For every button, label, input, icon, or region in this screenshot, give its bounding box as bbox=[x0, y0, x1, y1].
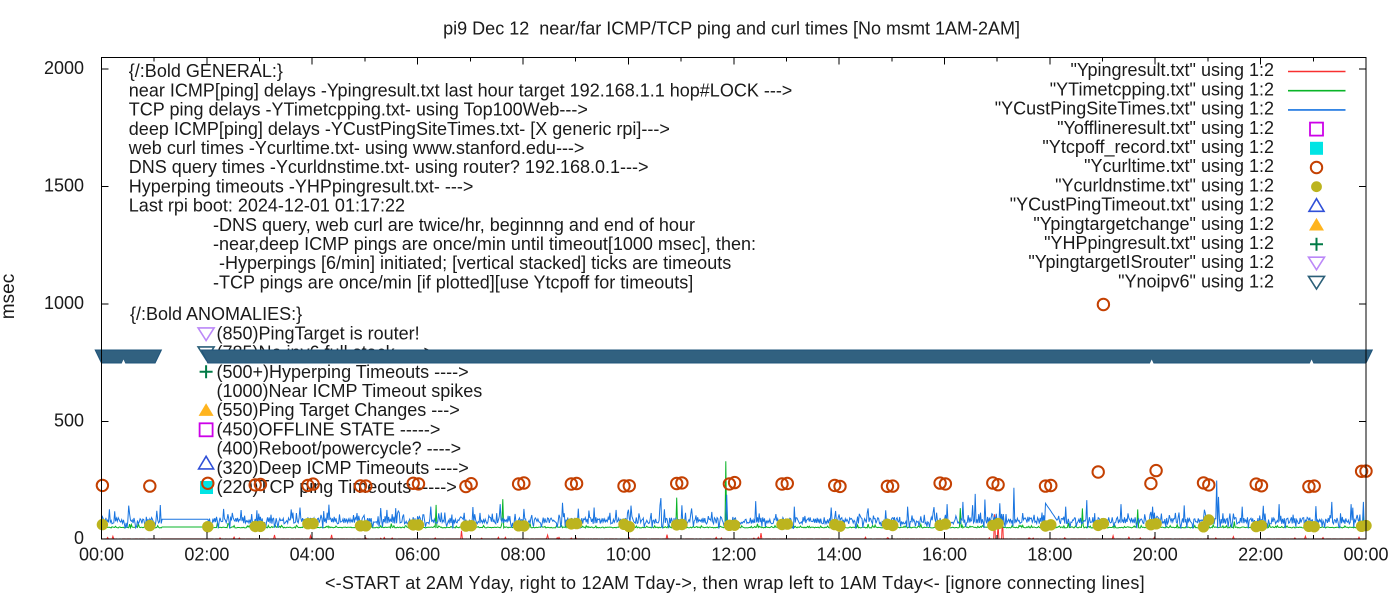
svg-text:(550)Ping Target Changes --->: (550)Ping Target Changes ---> bbox=[217, 400, 460, 420]
svg-text:near ICMP[ping] delays -Ypingr: near ICMP[ping] delays -Ypingresult.txt … bbox=[129, 80, 793, 100]
svg-text:(320)Deep ICMP Timeouts ---->: (320)Deep ICMP Timeouts ----> bbox=[217, 458, 469, 478]
svg-text:"YHPpingresult.txt" using 1:2: "YHPpingresult.txt" using 1:2 bbox=[1044, 233, 1274, 253]
svg-text:00:00: 00:00 bbox=[1343, 545, 1388, 565]
svg-text:(450)OFFLINE STATE ----->: (450)OFFLINE STATE -----> bbox=[217, 419, 441, 439]
svg-text:web curl times -Ycurltime.txt-: web curl times -Ycurltime.txt- using www… bbox=[128, 138, 585, 158]
svg-text:04:00: 04:00 bbox=[290, 545, 335, 565]
svg-text:(220)TCP ping Timeouts ----->: (220)TCP ping Timeouts -----> bbox=[217, 477, 457, 497]
svg-text:"YpingtargetISrouter" using 1:: "YpingtargetISrouter" using 1:2 bbox=[1028, 252, 1274, 272]
svg-text:Last rpi boot: 2024-12-01 01:1: Last rpi boot: 2024-12-01 01:17:22 bbox=[129, 196, 405, 216]
svg-text:1000: 1000 bbox=[44, 293, 84, 313]
svg-text:12:00: 12:00 bbox=[711, 545, 756, 565]
svg-text:pi9 Dec 12 near/far ICMP/TCP: pi9 Dec 12 near/far ICMP/TCP ping and cu… bbox=[443, 19, 1020, 39]
svg-text:0: 0 bbox=[74, 528, 84, 548]
svg-text:<-START at 2AM Yday, right to: <-START at 2AM Yday, right to 12AM Tday-… bbox=[325, 573, 1145, 593]
svg-text:"Ynoipv6" using 1:2: "Ynoipv6" using 1:2 bbox=[1118, 271, 1274, 291]
svg-text:1500: 1500 bbox=[44, 176, 84, 196]
svg-text:"YTimetcpping.txt" using 1:2: "YTimetcpping.txt" using 1:2 bbox=[1050, 79, 1274, 99]
svg-text:"YCustPingSiteTimes.txt" using: "YCustPingSiteTimes.txt" using 1:2 bbox=[995, 99, 1274, 119]
svg-text:msec: msec bbox=[0, 274, 19, 319]
svg-text:02:00: 02:00 bbox=[184, 545, 229, 565]
svg-text:"Ypingresult.txt" using 1:2: "Ypingresult.txt" using 1:2 bbox=[1070, 60, 1274, 80]
svg-text:-near,deep ICMP pings are once: -near,deep ICMP pings are once/min until… bbox=[213, 234, 756, 254]
svg-text:-DNS query, web curl are twice: -DNS query, web curl are twice/hr, begin… bbox=[213, 215, 695, 235]
svg-text:TCP ping delays -YTimetcpping.: TCP ping delays -YTimetcpping.txt- using… bbox=[129, 100, 588, 120]
svg-text:{/:Bold GENERAL:}: {/:Bold GENERAL:} bbox=[129, 61, 283, 81]
svg-text:DNS query times -Ycurldnstime.: DNS query times -Ycurldnstime.txt- using… bbox=[129, 157, 649, 177]
svg-text:-Hyperpings [6/min] initiated;: -Hyperpings [6/min] initiated; [vertical… bbox=[219, 253, 731, 273]
svg-text:(1000)Near ICMP Timeout spikes: (1000)Near ICMP Timeout spikes bbox=[217, 381, 483, 401]
svg-text:2000: 2000 bbox=[44, 58, 84, 78]
svg-text:20:00: 20:00 bbox=[1133, 545, 1178, 565]
svg-text:(400)Reboot/powercycle? ---->: (400)Reboot/powercycle? ----> bbox=[217, 439, 462, 459]
svg-text:500: 500 bbox=[54, 411, 84, 431]
svg-text:14:00: 14:00 bbox=[817, 545, 862, 565]
svg-text:18:00: 18:00 bbox=[1027, 545, 1072, 565]
svg-text:{/:Bold ANOMALIES:}: {/:Bold ANOMALIES:} bbox=[130, 304, 302, 324]
svg-text:deep ICMP[ping] delays -YCustP: deep ICMP[ping] delays -YCustPingSiteTim… bbox=[129, 119, 670, 139]
svg-text:Hyperping timeouts -YHPpingres: Hyperping timeouts -YHPpingresult.txt- -… bbox=[129, 176, 474, 196]
svg-text:16:00: 16:00 bbox=[922, 545, 967, 565]
svg-text:"Ytcpoff_record.txt" using 1:2: "Ytcpoff_record.txt" using 1:2 bbox=[1042, 137, 1274, 158]
svg-text:(850)PingTarget is router!: (850)PingTarget is router! bbox=[217, 323, 420, 343]
svg-text:"Ypingtargetchange" using 1:2: "Ypingtargetchange" using 1:2 bbox=[1033, 214, 1274, 234]
svg-text:00:00: 00:00 bbox=[79, 545, 124, 565]
svg-text:(500+)Hyperping Timeouts ---->: (500+)Hyperping Timeouts ----> bbox=[217, 362, 469, 382]
svg-text:"Yofflineresult.txt" using 1:2: "Yofflineresult.txt" using 1:2 bbox=[1057, 118, 1274, 138]
svg-text:"YCustPingTimeout.txt" using 1: "YCustPingTimeout.txt" using 1:2 bbox=[1010, 195, 1274, 215]
svg-text:"Ycurltime.txt" using 1:2: "Ycurltime.txt" using 1:2 bbox=[1084, 156, 1274, 176]
svg-text:08:00: 08:00 bbox=[500, 545, 545, 565]
svg-text:"Ycurldnstime.txt" using 1:2: "Ycurldnstime.txt" using 1:2 bbox=[1055, 175, 1274, 195]
svg-text:22:00: 22:00 bbox=[1238, 545, 1283, 565]
svg-text:-TCP pings are once/min [if pl: -TCP pings are once/min [if plotted][use… bbox=[213, 272, 693, 292]
svg-text:06:00: 06:00 bbox=[395, 545, 440, 565]
svg-text:10:00: 10:00 bbox=[606, 545, 651, 565]
